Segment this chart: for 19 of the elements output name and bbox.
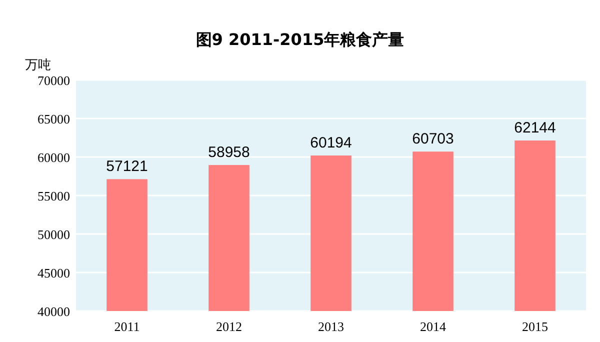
y-tick-label: 70000 — [38, 73, 70, 88]
y-tick-label: 40000 — [38, 304, 70, 319]
data-label: 60194 — [310, 134, 352, 152]
x-tick-label: 2014 — [420, 319, 446, 334]
data-label: 57121 — [106, 158, 148, 176]
chart-title: 图9 2011-2015年粮食产量 — [196, 30, 404, 49]
y-tick-label: 50000 — [38, 227, 70, 242]
x-tick-label: 2013 — [318, 319, 344, 334]
data-label: 58958 — [208, 144, 250, 162]
y-tick-label: 45000 — [38, 266, 70, 280]
data-label: 62144 — [514, 119, 556, 136]
y-tick-label: 60000 — [38, 150, 70, 165]
data-label: 60703 — [412, 130, 454, 148]
x-tick-label: 2012 — [216, 319, 242, 334]
x-tick-label: 2011 — [114, 319, 140, 334]
y-tick-label: 65000 — [38, 112, 70, 126]
y-tick-label: 55000 — [38, 188, 70, 204]
y-axis-title: 万吨 — [25, 58, 51, 73]
x-tick-label: 2015 — [522, 319, 548, 334]
